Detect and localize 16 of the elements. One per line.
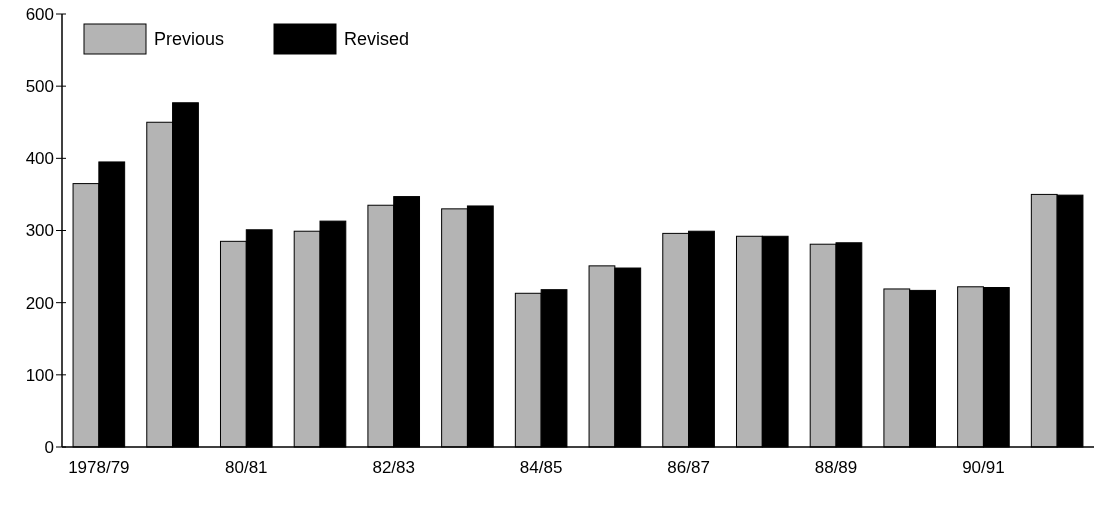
y-tick-label: 600: [25, 4, 54, 24]
x-tick-label: 82/83: [372, 458, 415, 477]
y-tick-label: 100: [25, 365, 54, 385]
x-tick-label: 1978/79: [68, 458, 130, 477]
y-tick-label: 500: [25, 77, 54, 97]
x-tick-label: 84/85: [519, 458, 563, 477]
x-tick-label: 86/87: [667, 458, 710, 477]
y-tick-label: 200: [25, 293, 54, 313]
x-tick-label: 88/89: [814, 458, 858, 477]
y-tick-label: 400: [25, 149, 54, 169]
y-tick-label: 300: [25, 221, 54, 241]
x-tick-label: 90/91: [962, 458, 1005, 477]
legend-label: Previous: [154, 29, 225, 50]
legend-label: Revised: [344, 29, 410, 50]
y-tick-label: 0: [44, 437, 54, 457]
x-tick-label: 80/81: [225, 458, 268, 477]
